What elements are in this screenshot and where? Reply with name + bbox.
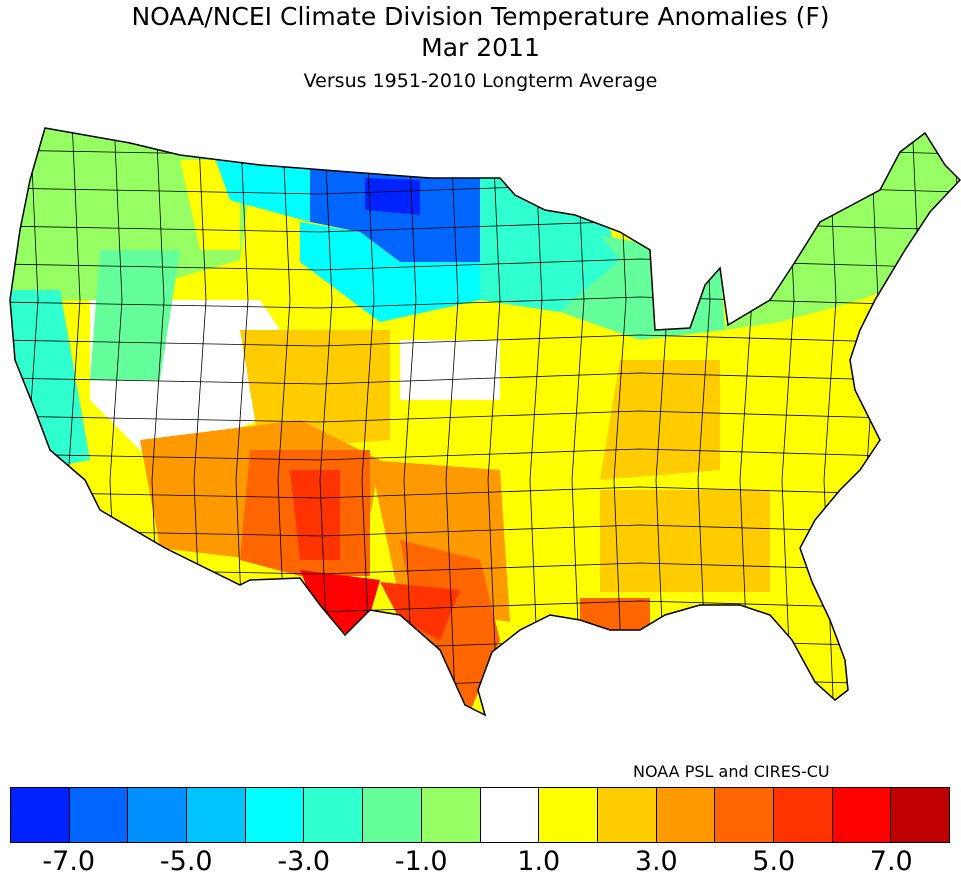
division-line	[10, 524, 960, 537]
division-line	[403, 128, 417, 715]
us-outline	[9, 127, 961, 717]
division-line	[487, 128, 501, 715]
colorbar-tick-label: 5.0	[752, 846, 796, 877]
credit-label: NOAA PSL and CIRES-CU	[633, 762, 830, 781]
division-region-western-montana	[215, 158, 320, 222]
division-line	[10, 372, 960, 385]
colorbar-tick-label: -3.0	[277, 846, 331, 877]
division-line	[10, 448, 960, 461]
division-region-colorado	[240, 330, 390, 450]
division-line	[445, 128, 459, 715]
division-region-oregon-interior	[90, 250, 180, 380]
us-climate-division-map	[9, 127, 961, 717]
division-region-south-texas	[400, 540, 500, 712]
colorbar-tick-label: -1.0	[394, 846, 448, 877]
map-period: Mar 2011	[421, 33, 540, 62]
colorbar-bin	[421, 788, 481, 842]
colorbar-bin	[715, 788, 774, 842]
division-line	[319, 128, 333, 715]
colorbar-bin	[891, 788, 949, 842]
division-line	[10, 258, 960, 271]
colorbar-bin	[773, 788, 833, 842]
colorbar-bin	[128, 788, 188, 842]
division-line	[10, 296, 960, 309]
colorbar-bin	[11, 788, 70, 842]
division-line	[10, 410, 960, 423]
division-region-dakotas-core-north	[365, 178, 420, 215]
colorbar-bin	[832, 788, 892, 842]
division-region-nebraska-kansas	[400, 340, 500, 400]
division-line	[949, 128, 960, 715]
colorbar-bin	[187, 788, 246, 842]
colorbar-tick-label: -5.0	[159, 846, 213, 877]
colorbar-bin	[69, 788, 129, 842]
division-region-northern-plains	[310, 168, 480, 262]
colorbar-bin	[539, 788, 598, 842]
division-region-central-texas	[380, 582, 460, 640]
colorbar-tick-label: 7.0	[869, 846, 913, 877]
colorbar-tick-label: 1.0	[517, 846, 561, 877]
division-region-florida	[770, 600, 860, 710]
division-line	[361, 128, 375, 715]
colorbar-tick-label: -7.0	[42, 846, 96, 877]
colorbar-bin	[304, 788, 364, 842]
division-line	[529, 128, 543, 715]
colorbar	[10, 787, 950, 843]
division-region-central-plains-north	[300, 222, 480, 322]
division-region-southeast	[600, 490, 770, 592]
colorbar-bin	[597, 788, 657, 842]
division-region-trans-pecos	[300, 570, 380, 642]
map-title: NOAA/NCEI Climate Division Temperature A…	[131, 2, 830, 31]
division-region-louisiana-coast	[580, 598, 650, 632]
colorbar-bin	[363, 788, 422, 842]
colorbar-bin	[245, 788, 305, 842]
division-line	[10, 486, 960, 499]
division-region-northeast	[720, 128, 960, 330]
colorbar-bin	[656, 788, 716, 842]
division-region-new-mexico-core	[290, 470, 340, 560]
colorbar-bin	[480, 788, 540, 842]
colorbar-tick-label: 3.0	[634, 846, 678, 877]
division-line	[10, 334, 960, 347]
map-subtitle: Versus 1951-2010 Longterm Average	[303, 70, 658, 92]
